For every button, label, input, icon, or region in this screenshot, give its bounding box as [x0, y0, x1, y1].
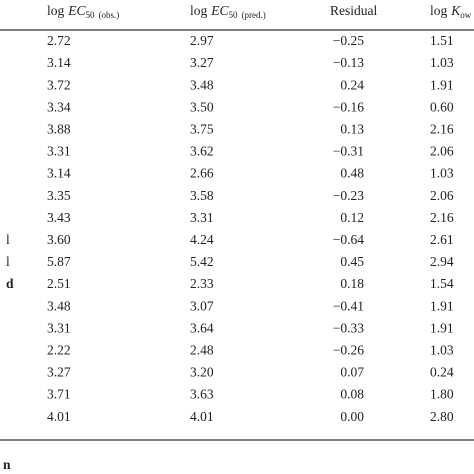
cell: 0.60: [430, 99, 454, 114]
cell: 3.43: [47, 210, 71, 225]
cell: −0.23: [333, 188, 364, 203]
cell: 1.03: [430, 55, 454, 70]
cell: 3.50: [190, 99, 214, 114]
cell: 0.48: [340, 166, 364, 181]
cell: 0.07: [340, 365, 364, 380]
cell: 2.06: [430, 144, 454, 159]
header-sub: ow: [460, 10, 472, 20]
cell: 3.31: [190, 210, 214, 225]
cell: 2.06: [430, 188, 454, 203]
cell: 3.07: [190, 298, 214, 313]
header-prefix: log: [430, 3, 448, 18]
cell: 3.31: [47, 320, 71, 335]
cell: 3.20: [190, 365, 214, 380]
cell: 3.34: [47, 99, 71, 114]
cell: 3.14: [47, 166, 71, 181]
header-sub: 50: [86, 10, 96, 20]
cell: 1.51: [430, 33, 454, 48]
cell: −0.31: [333, 144, 364, 159]
row-label: l: [6, 254, 10, 269]
cell: 5.42: [190, 254, 214, 269]
cell: 1.91: [430, 298, 454, 313]
cell: 3.58: [190, 188, 214, 203]
cell: 1.03: [430, 166, 454, 181]
cell: −0.16: [333, 99, 364, 114]
cell: 3.63: [190, 387, 214, 402]
cell: 0.24: [340, 77, 364, 92]
row-label: d: [6, 276, 14, 291]
cell: 3.31: [47, 144, 71, 159]
cell: 4.01: [47, 409, 71, 424]
cell: 1.54: [430, 276, 454, 291]
cell: 3.72: [47, 77, 71, 92]
cell: 3.75: [190, 121, 214, 136]
header-symbol: EC: [67, 3, 86, 18]
cell: 0.45: [340, 254, 364, 269]
cell: 2.61: [430, 232, 454, 247]
cell: 3.62: [190, 144, 214, 159]
header-prefix: log: [47, 3, 65, 18]
cell: 1.80: [430, 387, 454, 402]
header-cell: Residual: [330, 3, 377, 18]
cell: 0.18: [340, 276, 364, 291]
footer-text: n: [3, 457, 11, 472]
cell: 4.01: [190, 409, 214, 424]
cell: 5.87: [47, 254, 71, 269]
cell: 2.51: [47, 276, 71, 291]
cell: 0.08: [340, 387, 364, 402]
cell: −0.25: [333, 33, 364, 48]
cell: 3.27: [47, 365, 71, 380]
cell: −0.33: [333, 320, 364, 335]
cell: 4.24: [190, 232, 214, 247]
cell: 1.03: [430, 342, 454, 357]
cell: 0.13: [340, 121, 364, 136]
header-qualifier: (pred.): [242, 10, 266, 20]
header-cell: log EC50 (obs.): [47, 3, 119, 20]
cell: 2.72: [47, 33, 71, 48]
cell: −0.64: [333, 232, 364, 247]
cell: 0.00: [340, 409, 364, 424]
header-symbol: EC: [210, 3, 229, 18]
cell: 2.33: [190, 276, 214, 291]
cell: 3.64: [190, 320, 214, 335]
header-sub: 50: [229, 10, 239, 20]
cell: 1.91: [430, 320, 454, 335]
header-symbol: K: [450, 3, 461, 18]
header-cell: log EC50 (pred.): [190, 3, 266, 20]
header-qualifier: (obs.): [99, 10, 120, 20]
cell: −0.26: [333, 342, 364, 357]
cell: 2.16: [430, 210, 454, 225]
cell: 3.71: [47, 387, 71, 402]
cell: 3.60: [47, 232, 71, 247]
cell: 0.12: [340, 210, 364, 225]
cell: 3.14: [47, 55, 71, 70]
cell: −0.13: [333, 55, 364, 70]
cell: −0.41: [333, 298, 364, 313]
cell: 3.35: [47, 188, 71, 203]
cell: 3.48: [190, 77, 214, 92]
cell: 2.97: [190, 33, 214, 48]
cell: 2.94: [430, 254, 454, 269]
cell: 3.48: [47, 298, 71, 313]
header-cell: log Kow: [430, 3, 472, 20]
cell: 2.66: [190, 166, 214, 181]
cell: 2.48: [190, 342, 214, 357]
row-label: l: [6, 232, 10, 247]
header-prefix: log: [190, 3, 208, 18]
cell: 3.88: [47, 121, 71, 136]
cell: 2.16: [430, 121, 454, 136]
cell: 2.80: [430, 409, 454, 424]
cell: 0.24: [430, 365, 454, 380]
cell: 1.91: [430, 77, 454, 92]
cell: 3.27: [190, 55, 214, 70]
cell: 2.22: [47, 342, 71, 357]
